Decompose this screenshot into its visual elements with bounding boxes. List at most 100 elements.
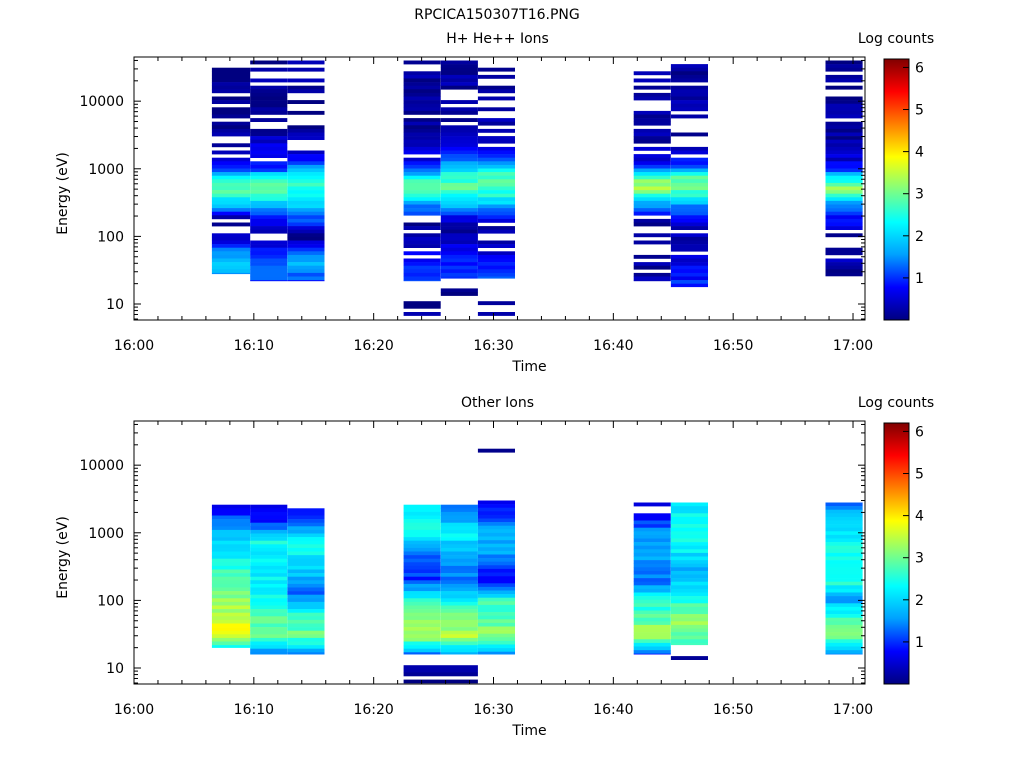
heatmap-cell bbox=[403, 587, 441, 592]
heatmap-cell bbox=[287, 519, 325, 523]
heatmap-cell bbox=[670, 542, 708, 546]
heatmap-cell bbox=[211, 143, 251, 148]
heatmap-cell bbox=[250, 186, 288, 191]
heatmap-cell bbox=[825, 251, 863, 256]
heatmap-cell bbox=[403, 164, 441, 169]
heatmap-cell bbox=[211, 197, 251, 202]
heatmap-cell bbox=[440, 587, 478, 592]
heatmap-cell bbox=[403, 679, 478, 684]
heatmap-cell bbox=[633, 606, 671, 611]
heatmap-cell bbox=[287, 85, 325, 90]
heatmap-cell bbox=[211, 100, 251, 104]
heatmap-cell bbox=[633, 132, 671, 137]
heatmap-cell bbox=[477, 154, 515, 158]
panel-title: H+ He++ Ions bbox=[446, 31, 549, 47]
heatmap-cell bbox=[287, 555, 325, 559]
heatmap-cell bbox=[633, 96, 671, 101]
heatmap-cell bbox=[825, 215, 863, 220]
y-tick-label: 1000 bbox=[88, 526, 124, 542]
heatmap-cell bbox=[825, 606, 863, 611]
heatmap-cell bbox=[287, 515, 325, 520]
heatmap-cell bbox=[403, 508, 441, 513]
heatmap-cell bbox=[825, 524, 863, 528]
heatmap-cell bbox=[825, 78, 863, 83]
heatmap-cell bbox=[825, 211, 863, 216]
heatmap-cell bbox=[440, 179, 478, 184]
heatmap-cell bbox=[211, 240, 251, 245]
heatmap-cell bbox=[440, 504, 478, 509]
heatmap-cell bbox=[287, 591, 325, 595]
heatmap-cell bbox=[825, 164, 863, 169]
heatmap-cell bbox=[287, 645, 325, 649]
heatmap-cell bbox=[287, 89, 325, 94]
heatmap-cell bbox=[440, 71, 478, 76]
heatmap-cell bbox=[440, 565, 478, 570]
heatmap-cell bbox=[440, 292, 478, 296]
heatmap-cell bbox=[250, 222, 288, 227]
heatmap-cell bbox=[825, 614, 863, 618]
heatmap-cell bbox=[825, 567, 863, 572]
heatmap-cell bbox=[670, 208, 708, 212]
heatmap-cell bbox=[440, 547, 478, 552]
x-tick-label: 16:10 bbox=[234, 338, 274, 354]
heatmap-cell bbox=[477, 648, 515, 652]
heatmap-cell bbox=[825, 247, 863, 252]
heatmap-cell bbox=[211, 555, 251, 559]
heatmap-cells bbox=[211, 60, 863, 316]
heatmap-cell bbox=[250, 511, 288, 516]
heatmap-cell bbox=[440, 619, 478, 624]
heatmap-cell bbox=[250, 627, 288, 631]
heatmap-cell bbox=[633, 276, 671, 281]
heatmap-cell bbox=[287, 583, 325, 588]
heatmap-cell bbox=[287, 215, 325, 220]
heatmap-cell bbox=[477, 507, 515, 512]
heatmap-cell bbox=[440, 269, 478, 274]
heatmap-cell bbox=[477, 139, 515, 144]
colorbar bbox=[883, 58, 910, 321]
heatmap-cell bbox=[670, 132, 708, 137]
heatmap-cell bbox=[403, 551, 441, 556]
heatmap-cell bbox=[825, 85, 863, 90]
heatmap-cell bbox=[440, 150, 478, 155]
heatmap-cell bbox=[403, 240, 441, 245]
heatmap-cell bbox=[670, 244, 708, 248]
heatmap-cell bbox=[403, 504, 441, 509]
heatmap-cell bbox=[670, 197, 708, 202]
x-axis-label: Time bbox=[511, 359, 546, 375]
heatmap-cell bbox=[211, 121, 251, 126]
heatmap-cell bbox=[440, 154, 478, 158]
heatmap-cell bbox=[633, 534, 671, 539]
heatmap-cell bbox=[477, 211, 515, 216]
heatmap-cell bbox=[211, 612, 251, 617]
heatmap-cell bbox=[440, 128, 478, 133]
heatmap-cell bbox=[825, 128, 863, 133]
heatmap-cell bbox=[403, 591, 441, 595]
heatmap-cell bbox=[287, 150, 325, 155]
heatmap-cell bbox=[250, 175, 288, 180]
heatmap-cell bbox=[633, 603, 671, 608]
heatmap-cell bbox=[287, 254, 325, 259]
heatmap-cell bbox=[477, 583, 515, 588]
heatmap-cell bbox=[250, 648, 288, 653]
heatmap-cell bbox=[440, 182, 478, 187]
heatmap-cell bbox=[477, 258, 515, 263]
heatmap-cell bbox=[633, 527, 671, 532]
heatmap-cell bbox=[633, 574, 671, 579]
heatmap-cell bbox=[825, 168, 863, 173]
heatmap-cell bbox=[477, 182, 515, 187]
heatmap-cell bbox=[250, 179, 288, 184]
heatmap-cell bbox=[825, 545, 863, 550]
heatmap-cell bbox=[440, 64, 478, 68]
heatmap-cell bbox=[440, 641, 478, 646]
heatmap-cell bbox=[633, 204, 671, 209]
heatmap-cell bbox=[403, 555, 441, 559]
heatmap-cell bbox=[287, 164, 325, 169]
heatmap-cell bbox=[670, 527, 708, 532]
heatmap-cell bbox=[403, 136, 441, 140]
heatmap-cell bbox=[633, 186, 671, 191]
heatmap-cell bbox=[477, 265, 515, 270]
heatmap-cell bbox=[250, 247, 288, 252]
x-tick-label: 16:40 bbox=[593, 702, 633, 718]
heatmap-cell bbox=[403, 244, 441, 248]
heatmap-cell bbox=[633, 545, 671, 550]
